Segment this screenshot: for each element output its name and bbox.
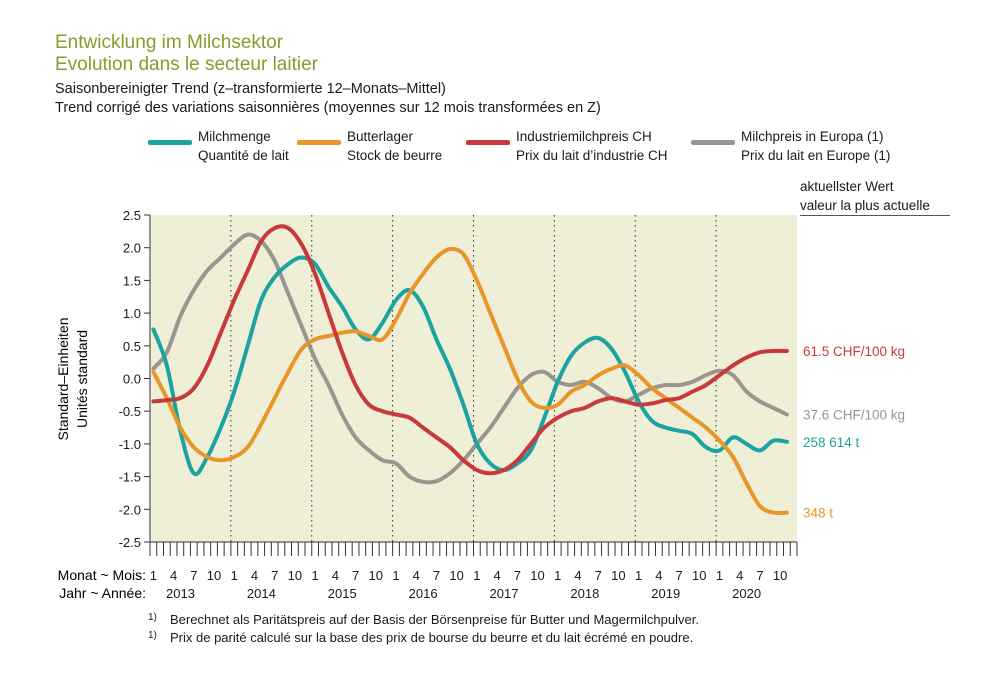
legend-label-fr: Quantité de lait xyxy=(198,148,289,163)
legend-label-fr: Prix du lait en Europe (1) xyxy=(741,148,891,163)
month-label: 4 xyxy=(655,568,662,583)
month-label: 4 xyxy=(332,568,339,583)
y-tick-label: 1.0 xyxy=(123,306,141,321)
y-tick-label: -1.0 xyxy=(119,437,141,452)
legend-label-milchmenge: Milchmenge Quantité de lait xyxy=(198,127,289,165)
legend-label-de: Milchmenge xyxy=(198,129,271,144)
legend-label-de: Butterlager xyxy=(347,129,414,144)
y-tick-label: -2.5 xyxy=(119,535,141,550)
footnote-text: Berechnet als Paritätspreis auf der Basi… xyxy=(170,612,699,627)
footnote-marker: 1) xyxy=(148,612,157,623)
legend-label-de: Milchpreis in Europa (1) xyxy=(741,129,884,144)
current-value-label: 348 t xyxy=(803,506,833,521)
month-label: 10 xyxy=(207,568,221,583)
y-tick-label: -1.5 xyxy=(119,470,141,485)
year-label: 2016 xyxy=(409,586,438,601)
legend-swatch-industriemilchpreis xyxy=(466,140,510,145)
month-label: 7 xyxy=(675,568,682,583)
year-label: 2015 xyxy=(328,586,357,601)
month-label: 10 xyxy=(288,568,302,583)
current-value-header-de: aktuellster Wert xyxy=(800,179,894,194)
y-axis-label-de: Standard–Einheiten xyxy=(55,318,71,441)
month-label: 4 xyxy=(493,568,500,583)
month-label: 10 xyxy=(369,568,383,583)
y-tick-label: 0.5 xyxy=(123,339,141,354)
chart-title-de: Entwicklung im Milchsektor xyxy=(55,32,284,53)
month-label: 10 xyxy=(611,568,625,583)
y-tick-label: -0.5 xyxy=(119,404,141,419)
series-line-0 xyxy=(151,255,789,477)
year-label: 2018 xyxy=(570,586,599,601)
year-label: 2014 xyxy=(247,586,276,601)
legend-label-milchpreis-europa: Milchpreis in Europa (1) Prix du lait en… xyxy=(741,127,890,165)
month-label: 10 xyxy=(449,568,463,583)
y-axis-label-fr: Unités standard xyxy=(74,330,90,428)
month-label: 4 xyxy=(251,568,258,583)
month-label: 7 xyxy=(595,568,602,583)
year-label: 2013 xyxy=(166,586,195,601)
month-row-label: Monat ~ Mois: xyxy=(58,567,146,583)
y-tick-label: 1.5 xyxy=(123,273,141,288)
year-row-label: Jahr ~ Année: xyxy=(59,585,146,601)
month-label: 4 xyxy=(170,568,177,583)
year-label: 2019 xyxy=(651,586,680,601)
y-tick-label: -2.0 xyxy=(119,502,141,517)
month-label: 4 xyxy=(736,568,743,583)
legend-label-de: Industriemilchpreis CH xyxy=(516,129,652,144)
month-label: 7 xyxy=(756,568,763,583)
current-value-label: 61.5 CHF/100 kg xyxy=(803,344,905,359)
series-line-1 xyxy=(151,246,789,516)
chart-subtitle-de: Saisonbereinigter Trend (z–transformiert… xyxy=(55,81,446,97)
chart-title-fr: Evolution dans le secteur laitier xyxy=(55,54,318,75)
series-lines xyxy=(151,224,789,516)
legend-swatch-butterlager xyxy=(297,140,341,145)
month-label: 4 xyxy=(413,568,420,583)
month-label: 1 xyxy=(392,568,399,583)
legend-label-butterlager: Butterlager Stock de beurre xyxy=(347,127,442,165)
month-label: 1 xyxy=(231,568,238,583)
month-label: 4 xyxy=(574,568,581,583)
legend-label-industriemilchpreis: Industriemilchpreis CH Prix du lait d’in… xyxy=(516,127,668,165)
series-line-2 xyxy=(151,224,789,476)
month-label: 7 xyxy=(190,568,197,583)
current-value-label: 258 614 t xyxy=(803,435,860,450)
month-label: 7 xyxy=(514,568,521,583)
current-value-labels: 258 614 t 348 t 61.5 CHF/100 kg 37.6 CHF/10… xyxy=(803,344,905,521)
chart-subtitle-fr: Trend corrigé des variations saisonnière… xyxy=(55,100,601,116)
month-label: 7 xyxy=(271,568,278,583)
month-label: 7 xyxy=(433,568,440,583)
month-label: 1 xyxy=(473,568,480,583)
month-label: 1 xyxy=(716,568,723,583)
footnote-marker: 1) xyxy=(148,630,157,641)
month-label: 1 xyxy=(150,568,157,583)
legend-label-fr: Prix du lait d’industrie CH xyxy=(516,148,668,163)
current-value-label: 37.6 CHF/100 kg xyxy=(803,407,905,422)
month-label: 1 xyxy=(554,568,561,583)
year-label: 2020 xyxy=(732,586,761,601)
month-label: 10 xyxy=(773,568,787,583)
y-tick-label: 2.0 xyxy=(123,241,141,256)
month-label: 10 xyxy=(530,568,544,583)
y-axis: 2.5 2.0 1.5 1.0 0.5 0.0 -0.5 -1.0 -1.5 -2.0 -2.5 xyxy=(119,208,151,550)
month-label: 7 xyxy=(352,568,359,583)
month-label: 1 xyxy=(312,568,319,583)
current-value-header: aktuellster Wert valeur la plus actuelle xyxy=(800,177,930,215)
year-label: 2017 xyxy=(490,586,519,601)
legend-swatch-milchmenge xyxy=(148,140,192,145)
legend-swatch-milchpreis-europa xyxy=(691,140,735,145)
footnote-text: Prix de parité calculé sur la base des p… xyxy=(170,630,694,645)
y-tick-label: 2.5 xyxy=(123,208,141,223)
month-label: 1 xyxy=(635,568,642,583)
current-value-rule xyxy=(800,215,950,216)
current-value-header-fr: valeur la plus actuelle xyxy=(800,198,930,213)
legend-label-fr: Stock de beurre xyxy=(347,148,443,163)
y-tick-label: 0.0 xyxy=(123,372,141,387)
month-label: 10 xyxy=(692,568,706,583)
